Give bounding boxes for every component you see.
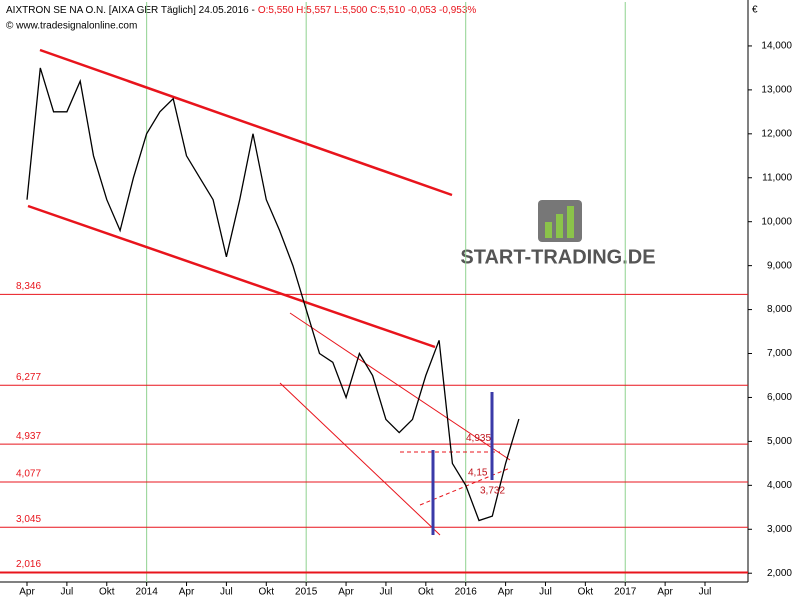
x-tick-label: Jul (220, 587, 233, 598)
x-tick-label: Okt (578, 587, 594, 598)
trend-line (39, 48, 453, 197)
x-tick-label: 2016 (455, 587, 478, 598)
trend-channel (27, 48, 453, 349)
trend-line (279, 382, 441, 536)
x-tick-label: Jul (539, 587, 552, 598)
x-tick-label: Apr (19, 587, 35, 598)
x-tick-label: Apr (338, 587, 354, 598)
x-tick-label: Apr (498, 587, 514, 598)
y-tick-label: 2,000 (767, 568, 792, 579)
y-tick-label: 5,000 (767, 436, 792, 447)
y-tick-label: 8,000 (767, 304, 792, 315)
y-tick-label: 12,000 (761, 128, 792, 139)
y-tick-label: 14,000 (761, 41, 792, 52)
trend-line (289, 312, 511, 461)
y-tick-label: 4,000 (767, 480, 792, 491)
y-tick-label: 6,000 (767, 392, 792, 403)
y-tick-label: 11,000 (762, 172, 792, 183)
trend-channel (279, 312, 511, 536)
x-tick-label: Jul (380, 587, 393, 598)
x-tick-label: Okt (259, 587, 275, 598)
x-tick-label: Okt (418, 587, 434, 598)
x-tick-label: Jul (60, 587, 73, 598)
logo-icon (556, 214, 563, 238)
y-tick-label: 10,000 (761, 216, 792, 227)
x-tick-label: 2014 (136, 587, 159, 598)
level-label: 3,045 (16, 514, 41, 525)
price-line (26, 67, 520, 522)
x-tick-label: Apr (657, 587, 673, 598)
header-instrument: AIXTRON SE NA O.N. [AIXA GER Täglich] 24… (6, 5, 255, 16)
y-tick-label: 3,000 (767, 524, 792, 535)
x-tick-label: Jul (699, 587, 712, 598)
y-tick-label: 7,000 (767, 348, 792, 359)
level-label: 4,937 (16, 431, 41, 442)
source: © www.tradesignalonline.com (6, 21, 137, 32)
x-tick-label: Apr (179, 587, 195, 598)
header: AIXTRON SE NA O.N. [AIXA GER Täglich] 24… (6, 5, 476, 16)
annotation: 4,15 (468, 467, 488, 478)
y-tick-label: 13,000 (761, 85, 792, 96)
level-label: 4,077 (16, 469, 41, 480)
y-tick-label: 9,000 (767, 260, 792, 271)
logo-icon (545, 222, 552, 238)
x-tick-label: 2015 (295, 587, 318, 598)
x-tick-label: 2017 (614, 587, 637, 598)
header-quote: O:5,550 H:5,557 L:5,500 C:5,510 -0,053 -… (258, 5, 477, 16)
logo-text: START-TRADING.DE (460, 246, 655, 268)
currency: € (752, 5, 758, 16)
annotation: 3,732 (480, 486, 505, 497)
level-label: 2,016 (16, 559, 41, 570)
annotation: 4,935 (466, 433, 491, 444)
x-tick-label: Okt (99, 587, 115, 598)
logo: START-TRADING.DE (460, 200, 656, 268)
trend-line (419, 467, 511, 506)
level-label: 8,346 (16, 281, 41, 292)
level-label: 6,277 (16, 372, 41, 383)
trend-line (27, 204, 436, 349)
logo-icon (567, 206, 574, 238)
